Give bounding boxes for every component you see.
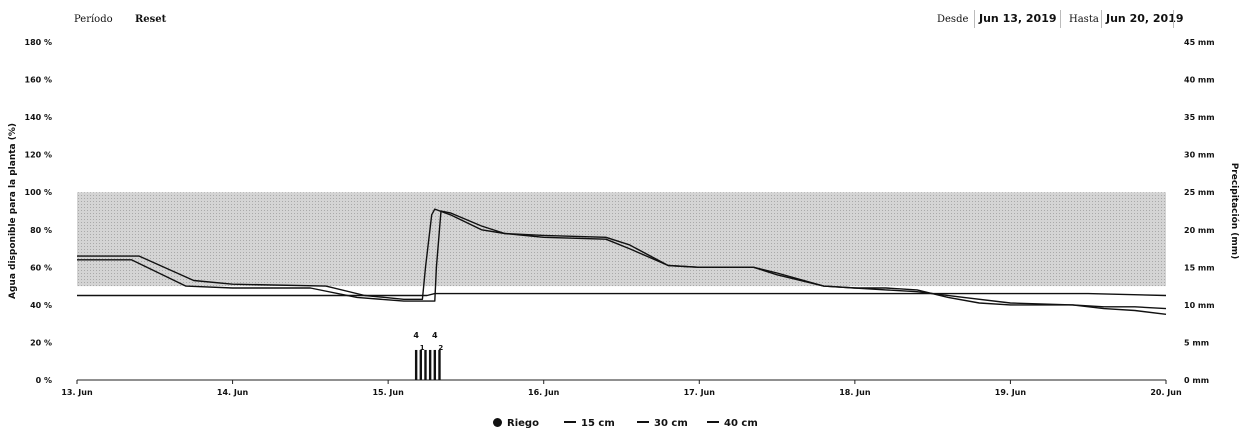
- irrigation-bar: [424, 349, 427, 380]
- y-tick-label: 100 %: [25, 188, 53, 197]
- y-tick-label: 40 %: [30, 301, 52, 310]
- irrigation-bar: [438, 349, 441, 380]
- y-right-tick-label: 30 mm: [1184, 151, 1215, 160]
- legend: Riego 15 cm 30 cm 40 cm: [0, 418, 1241, 432]
- irrigation-sub-label: 2: [438, 344, 443, 352]
- legend-item-30cm[interactable]: 30 cm: [637, 418, 688, 429]
- date-divider: [1173, 10, 1174, 28]
- y-axis-title: Agua disponible para la planta (%): [8, 123, 18, 299]
- irrigation-sub-label: 1: [420, 344, 425, 352]
- y-right-tick-label: 10 mm: [1184, 301, 1215, 310]
- reset-link[interactable]: Reset: [135, 14, 167, 25]
- line-marker-icon: [637, 421, 649, 423]
- y-right-tick-label: 40 mm: [1184, 76, 1215, 85]
- y-tick-label: 160 %: [25, 76, 53, 85]
- y-tick-label: 0 %: [36, 376, 52, 385]
- x-tick-label: 15. Jun: [372, 388, 404, 397]
- legend-item-40cm[interactable]: 40 cm: [707, 418, 758, 429]
- y-tick-label: 60 %: [30, 263, 52, 272]
- y-right-tick-label: 5 mm: [1184, 338, 1209, 347]
- y-right-tick-label: 0 mm: [1184, 376, 1209, 385]
- irrigation-bar: [414, 349, 418, 380]
- irrigation-bar: [419, 349, 423, 380]
- series-line-30cm: [77, 210, 1167, 315]
- x-tick-label: 13. Jun: [61, 388, 93, 397]
- line-marker-icon: [707, 421, 719, 423]
- y-right-tick-label: 35 mm: [1184, 113, 1215, 122]
- optimal-range-band: [77, 192, 1166, 287]
- x-tick-label: 19. Jun: [995, 388, 1027, 397]
- y-right-tick-label: 25 mm: [1184, 188, 1215, 197]
- x-tick-label: 17. Jun: [684, 388, 716, 397]
- y-right-tick-label: 20 mm: [1184, 226, 1215, 235]
- toolbar: Período Reset Desde Jun 13, 2019 Hasta J…: [0, 10, 1241, 30]
- from-date-input[interactable]: Jun 13, 2019: [974, 10, 1061, 28]
- to-label: Hasta: [1069, 14, 1099, 25]
- y-tick-label: 180 %: [25, 38, 53, 47]
- line-marker-icon: [564, 421, 576, 423]
- y-tick-label: 20 %: [30, 338, 52, 347]
- irrigation-label: 4: [432, 331, 438, 340]
- x-tick-label: 20. Jun: [1150, 388, 1182, 397]
- period-link[interactable]: Período: [74, 14, 113, 25]
- irrigation-bar: [433, 349, 437, 380]
- date-divider: [1060, 10, 1061, 28]
- x-tick-label: 16. Jun: [528, 388, 560, 397]
- y-tick-label: 120 %: [25, 151, 53, 160]
- y-right-tick-label: 45 mm: [1184, 38, 1215, 47]
- to-date-input[interactable]: Jun 20, 2019: [1101, 10, 1188, 28]
- y-tick-label: 140 %: [25, 113, 53, 122]
- series-line-40cm: [77, 292, 1167, 297]
- x-tick-label: 14. Jun: [217, 388, 249, 397]
- y-right-tick-label: 15 mm: [1184, 263, 1215, 272]
- x-tick-label: 18. Jun: [839, 388, 871, 397]
- irrigation-bar: [428, 349, 432, 380]
- y-tick-label: 80 %: [30, 226, 52, 235]
- y-right-axis-title: Precipitación (mm): [1229, 163, 1240, 260]
- legend-item-riego[interactable]: Riego: [493, 418, 539, 429]
- legend-item-15cm[interactable]: 15 cm: [564, 418, 615, 429]
- irrigation-label: 4: [413, 331, 419, 340]
- from-label: Desde: [937, 14, 969, 25]
- dot-marker-icon: [493, 418, 502, 427]
